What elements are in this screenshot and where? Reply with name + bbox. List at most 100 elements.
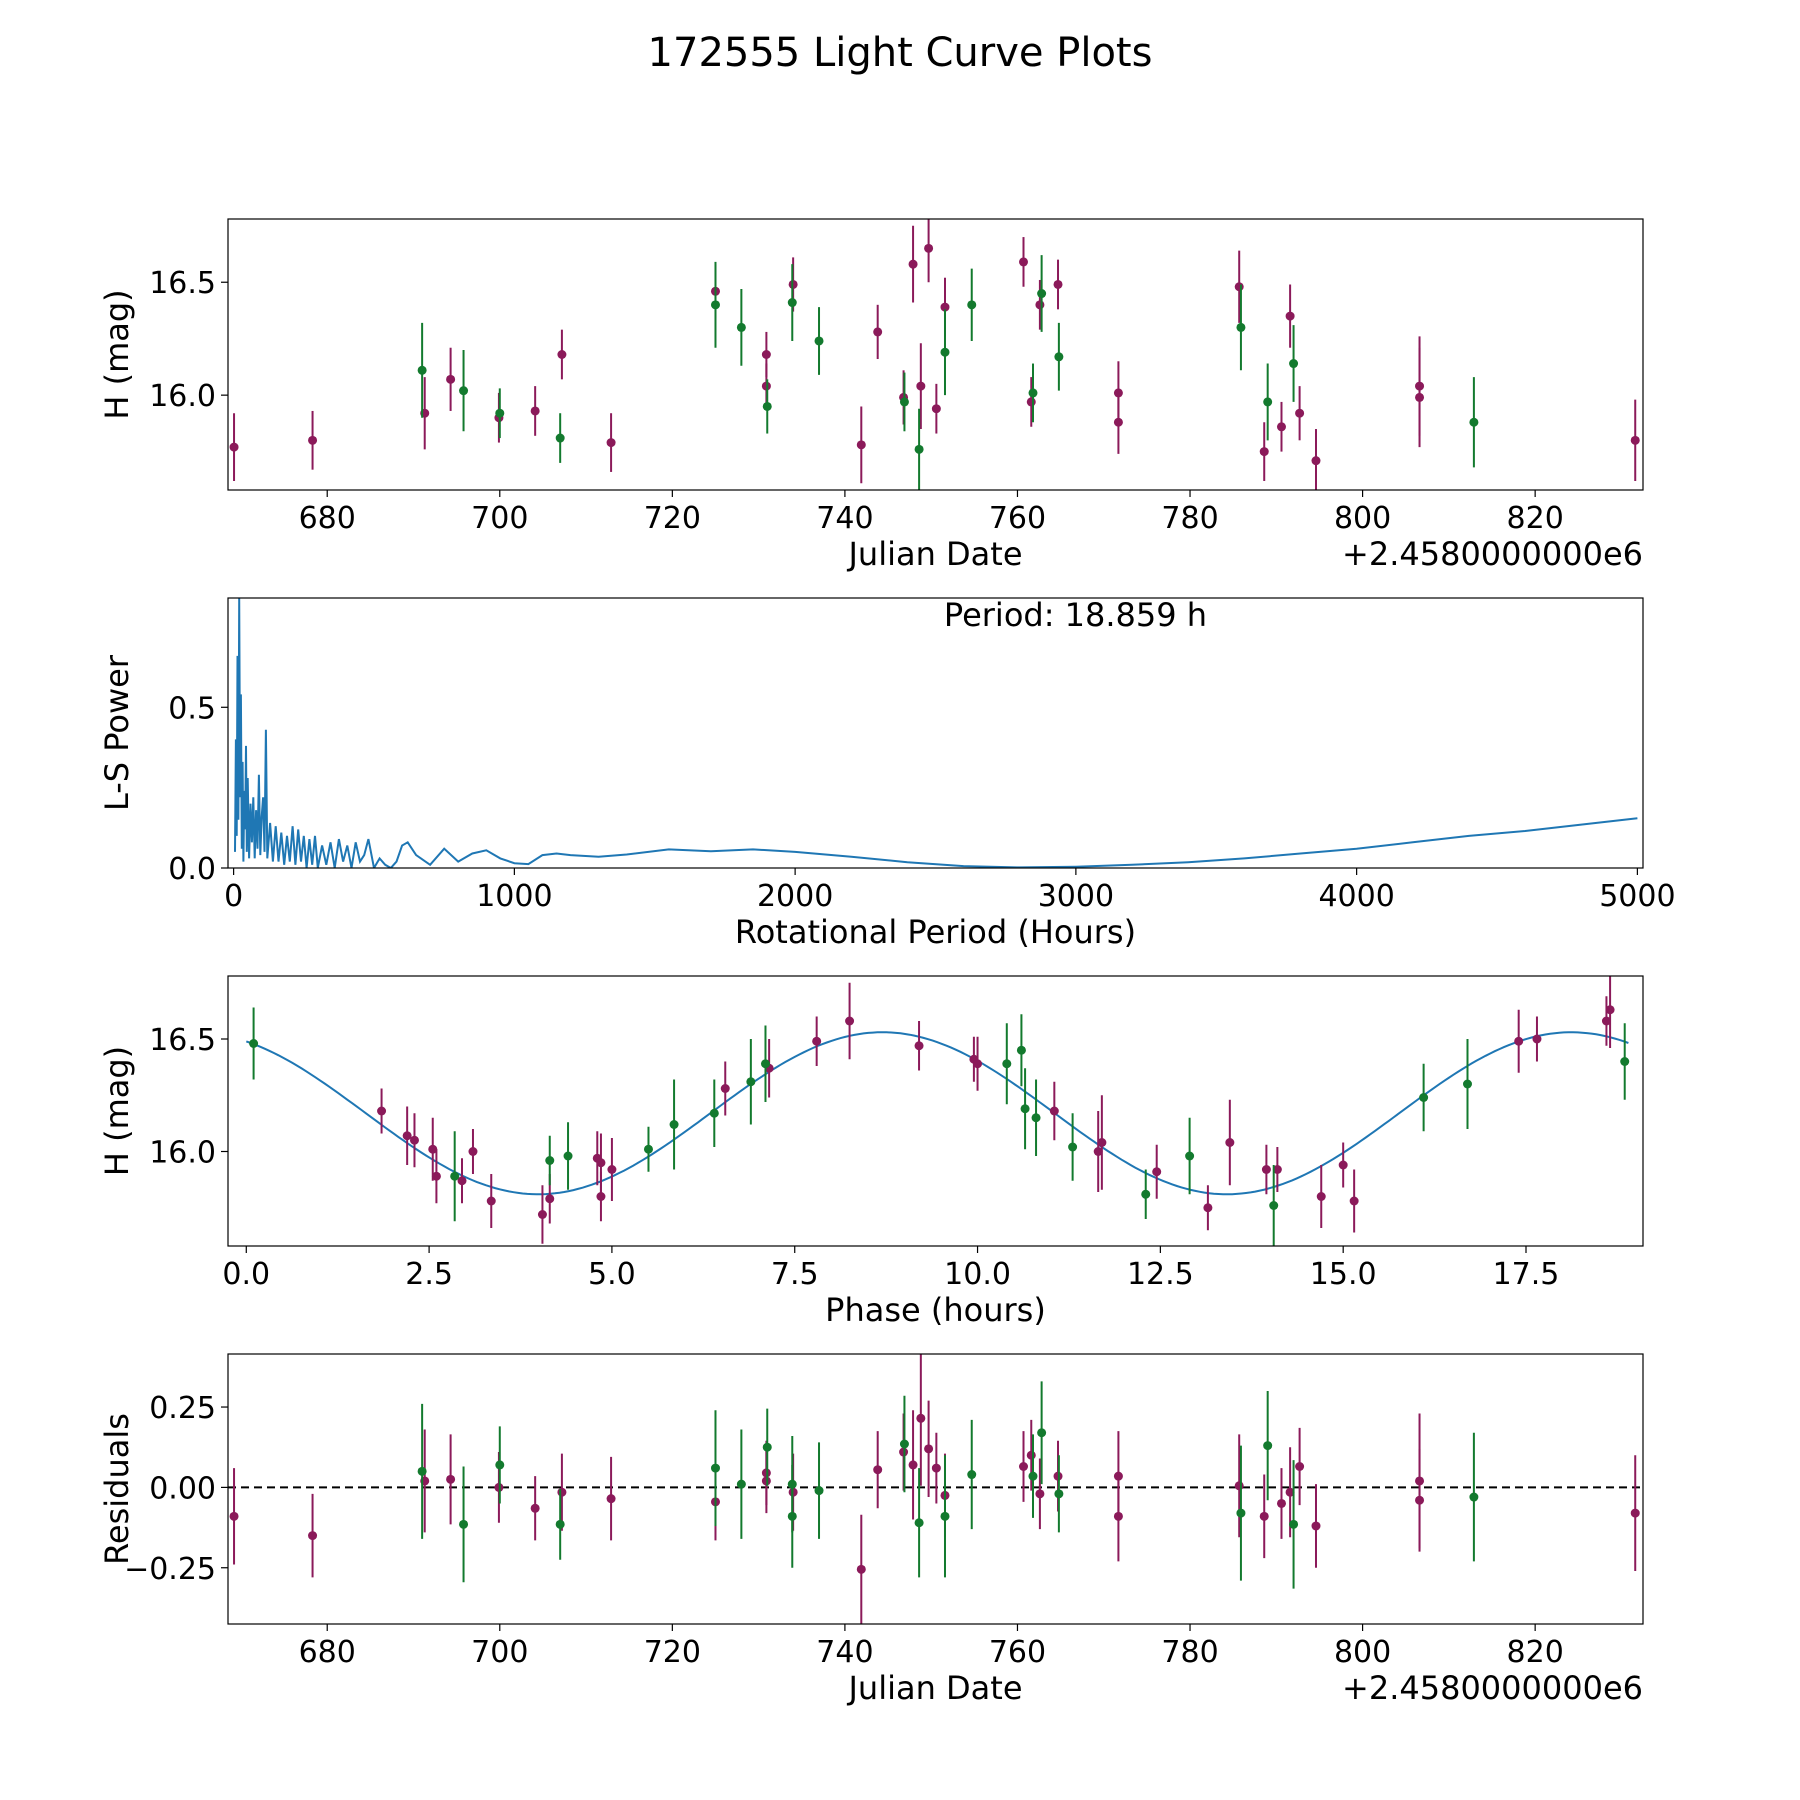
- data-point: [1054, 1489, 1064, 1499]
- data-point: [762, 401, 772, 411]
- data-point: [940, 302, 950, 312]
- data-point: [459, 386, 469, 396]
- data-point: [1234, 1481, 1244, 1491]
- data-point: [940, 1511, 950, 1521]
- data-point: [457, 1176, 467, 1186]
- x-tick-label: 2000: [757, 879, 833, 914]
- data-point: [1462, 1079, 1472, 1089]
- data-point: [308, 435, 318, 445]
- data-point: [1601, 1016, 1611, 1026]
- x-offset-label: +2.4580000000e6: [1342, 1669, 1643, 1707]
- axes-frame: [227, 1353, 1644, 1625]
- data-point: [736, 322, 746, 332]
- data-point: [596, 1158, 606, 1168]
- data-point: [530, 1503, 540, 1513]
- data-point: [787, 1479, 797, 1489]
- y-axis-label: L-S Power: [98, 654, 136, 811]
- data-point: [1026, 1450, 1036, 1460]
- data-point: [914, 1518, 924, 1528]
- data-point: [1031, 1113, 1041, 1123]
- data-point: [1185, 1151, 1195, 1161]
- data-point: [1236, 322, 1246, 332]
- x-axis-label: Julian Date: [846, 535, 1022, 573]
- periodogram-line: [234, 598, 1638, 868]
- y-tick-label: 0.00: [149, 1471, 216, 1506]
- data-point: [1053, 279, 1063, 289]
- x-tick-label: 720: [644, 1635, 701, 1670]
- data-point: [1419, 1093, 1429, 1102]
- plot-area: [245, 976, 1630, 1246]
- data-point: [916, 381, 926, 391]
- data-point: [931, 1463, 941, 1473]
- lightcurve-axes: 680 700 720 740 760 780 800 820 16.0 16.5 Julian D…: [98, 218, 1644, 573]
- data-point: [555, 1519, 565, 1529]
- data-point: [402, 1131, 412, 1141]
- data-point: [760, 1059, 770, 1069]
- data-point: [1035, 1489, 1045, 1499]
- x-tick-label: 2.5: [405, 1257, 453, 1292]
- x-axis-label: Julian Date: [846, 1669, 1022, 1707]
- data-point: [1415, 1495, 1425, 1505]
- data-point: [761, 350, 771, 359]
- data-point: [545, 1194, 555, 1204]
- data-point: [710, 300, 720, 310]
- x-tick-label: 4000: [1318, 879, 1394, 914]
- data-point: [1259, 1511, 1269, 1521]
- y-tick-label: 0.25: [149, 1391, 216, 1426]
- data-point: [537, 1210, 547, 1219]
- axes-frame: [227, 218, 1644, 491]
- x-offset-label: +2.4580000000e6: [1342, 535, 1643, 573]
- x-tick-label: 17.5: [1493, 1257, 1560, 1292]
- x-tick-label: 680: [299, 501, 356, 536]
- data-point: [249, 1039, 259, 1048]
- data-point: [377, 1106, 387, 1116]
- x-tick-label: 5.0: [588, 1257, 636, 1292]
- fit-curve: [245, 1031, 1629, 1196]
- data-point: [720, 1084, 730, 1093]
- data-point: [1289, 359, 1299, 369]
- data-point: [446, 1474, 456, 1484]
- data-point: [1276, 1498, 1286, 1508]
- data-point: [1311, 456, 1321, 466]
- x-tick-label: 720: [644, 501, 701, 536]
- data-point: [1289, 1519, 1299, 1529]
- y-tick-label: 16.0: [149, 379, 216, 414]
- data-point: [1620, 1057, 1630, 1066]
- data-point: [1263, 397, 1273, 407]
- data-point: [1049, 1106, 1059, 1116]
- data-point: [873, 1465, 883, 1475]
- x-tick-label: 740: [816, 1635, 873, 1670]
- data-point: [787, 298, 797, 308]
- data-point: [1035, 300, 1045, 310]
- data-point: [1113, 417, 1123, 427]
- data-point: [1630, 1508, 1640, 1518]
- data-point: [1469, 417, 1479, 427]
- data-point: [762, 1442, 772, 1452]
- data-point: [643, 1144, 653, 1154]
- phased-axes: 0.0 2.5 5.0 7.5 10.0 12.5 15.0 17.5 16.0 16.5 Phas…: [98, 975, 1644, 1329]
- data-point: [557, 350, 567, 359]
- x-tick-label: 820: [1507, 1635, 1564, 1670]
- data-point: [1295, 408, 1305, 418]
- x-tick-label: 0: [224, 879, 243, 914]
- data-point: [1316, 1192, 1326, 1201]
- data-point: [1349, 1196, 1359, 1206]
- data-point: [1295, 1462, 1305, 1471]
- data-point: [1234, 282, 1244, 292]
- y-tick-label: 0.5: [168, 691, 216, 726]
- x-tick-label: 3000: [1038, 879, 1114, 914]
- data-point: [606, 438, 616, 448]
- x-axis-label: Phase (hours): [825, 1291, 1046, 1329]
- data-point: [1532, 1034, 1542, 1044]
- data-point: [709, 1108, 719, 1118]
- data-point: [908, 1460, 918, 1470]
- x-tick-label: 0.0: [222, 1257, 270, 1292]
- y-tick-label: 0.0: [168, 852, 216, 887]
- data-point: [931, 404, 941, 414]
- plot-area: [228, 1354, 1643, 1624]
- data-point: [1630, 435, 1640, 445]
- data-point: [1020, 1104, 1030, 1114]
- data-point: [1236, 1508, 1246, 1518]
- data-point: [973, 1059, 983, 1069]
